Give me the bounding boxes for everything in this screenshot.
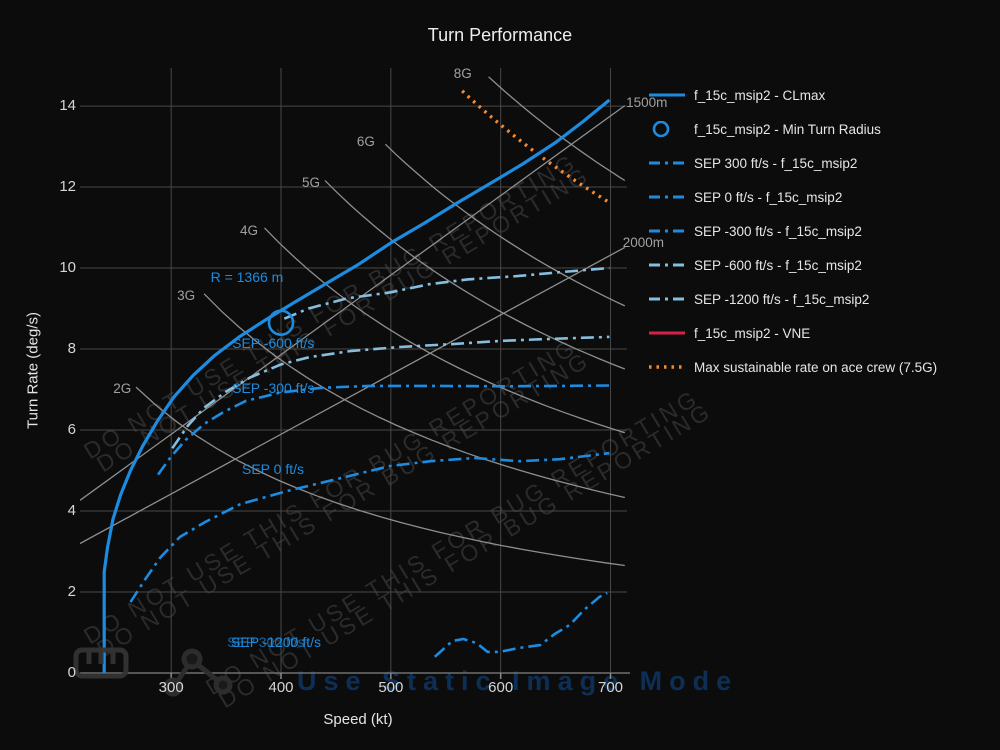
ruler-icon[interactable] <box>73 647 129 679</box>
legend-label: Max sustainable rate on ace crew (7.5G) <box>694 359 938 375</box>
chart-title: Turn Performance <box>427 25 573 45</box>
static-image-mode-watermark: Use Static Image Mode <box>297 666 739 696</box>
legend-label: SEP 300 ft/s - f_15c_msip2 <box>694 155 858 171</box>
legend-label: SEP 0 ft/s - f_15c_msip2 <box>694 189 843 205</box>
modebar-icons <box>73 647 233 697</box>
legend-item-sep-0-ft-s-f-15c-msip2[interactable]: SEP 0 ft/s - f_15c_msip2 <box>648 180 937 214</box>
g-line-6G <box>384 143 626 307</box>
g-line-3G <box>203 293 625 499</box>
series-sep-1200-ft-s-f-15c-msip2 <box>283 266 610 320</box>
legend-marker <box>649 229 685 233</box>
y-axis-title: Turn Rate (deg/s) <box>24 312 42 429</box>
legend-item-sep-1200-ft-s-f-15c-msip2[interactable]: SEP -1200 ft/s - f_15c_msip2 <box>648 282 937 316</box>
legend-marker <box>649 365 685 369</box>
legend-marker <box>649 297 685 301</box>
x-axis-title: Speed (kt) <box>323 711 393 728</box>
min-turn-radius-marker <box>267 309 295 337</box>
legend-marker <box>649 195 685 199</box>
legend-marker <box>649 161 685 165</box>
legend-item-sep-300-ft-s-f-15c-msip2[interactable]: SEP -300 ft/s - f_15c_msip2 <box>648 214 937 248</box>
legend-marker <box>652 121 670 137</box>
share-icon[interactable] <box>163 648 233 697</box>
legend-item-f-15c-msip2-min-turn-radius[interactable]: f_15c_msip2 - Min Turn Radius <box>648 112 937 146</box>
legend-item-max-sustainable-rate-on-ace-crew-7-5g-[interactable]: Max sustainable rate on ace crew (7.5G) <box>648 350 937 384</box>
legend-label: f_15c_msip2 - CLmax <box>694 87 826 103</box>
legend-item-sep-600-ft-s-f-15c-msip2[interactable]: SEP -600 ft/s - f_15c_msip2 <box>648 248 937 282</box>
g-line-5G <box>324 179 626 370</box>
g-line-2G <box>135 386 625 567</box>
legend-label: SEP -300 ft/s - f_15c_msip2 <box>694 223 862 239</box>
legend-label: f_15c_msip2 - VNE <box>694 325 811 341</box>
series-sep-300-ft-s-f-15c-msip2 <box>433 591 608 658</box>
radius-line-1500m <box>80 105 626 501</box>
legend-label: f_15c_msip2 - Min Turn Radius <box>694 121 881 137</box>
data-series <box>102 89 611 673</box>
legend-item-sep-300-ft-s-f-15c-msip2[interactable]: SEP 300 ft/s - f_15c_msip2 <box>648 146 937 180</box>
legend-marker <box>649 331 685 335</box>
legend-marker <box>649 93 685 97</box>
legend-marker <box>649 263 685 267</box>
legend-label: SEP -600 ft/s - f_15c_msip2 <box>694 257 862 273</box>
legend-item-f-15c-msip2-clmax[interactable]: f_15c_msip2 - CLmax <box>648 78 937 112</box>
series-sep-0-ft-s-f-15c-msip2 <box>129 451 610 603</box>
radius-line-2000m <box>80 246 626 545</box>
legend-label: SEP -1200 ft/s - f_15c_msip2 <box>694 291 870 307</box>
series-sep-300-ft-s-f-15c-msip2 <box>156 384 611 476</box>
series-f-15c-msip2-clmax <box>102 98 611 673</box>
g-line-4G <box>264 227 625 434</box>
legend-item-f-15c-msip2-vne[interactable]: f_15c_msip2 - VNE <box>648 316 937 350</box>
g-line-8G <box>488 76 626 182</box>
legend: f_15c_msip2 - CLmax f_15c_msip2 - Min Tur… <box>648 78 937 384</box>
